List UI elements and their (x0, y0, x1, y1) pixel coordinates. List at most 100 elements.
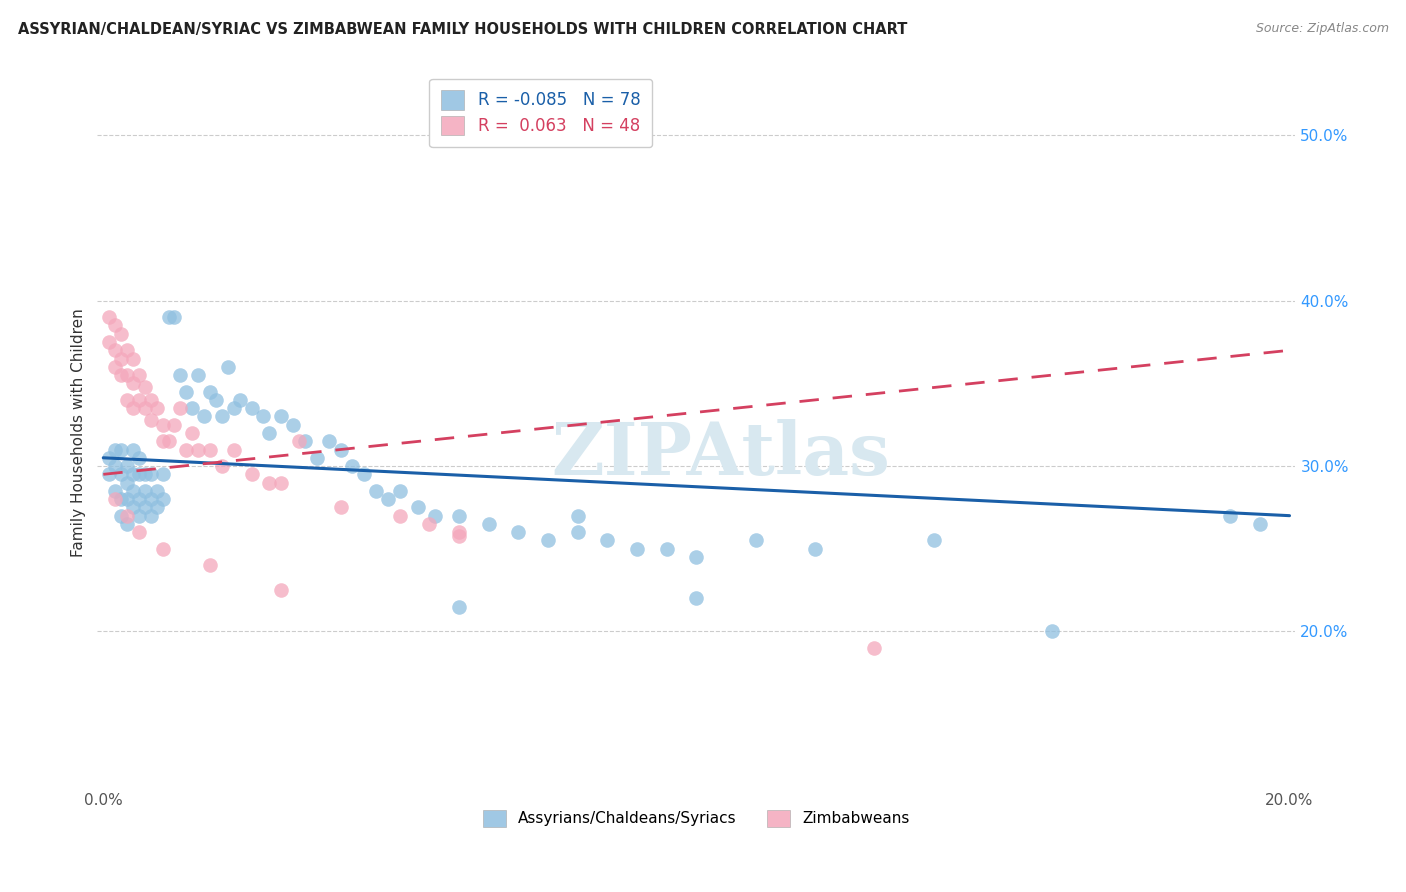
Point (163, 417, 186, 432)
Text: ASSYRIAN/CHALDEAN/SYRIAC VS ZIMBABWEAN FAMILY HOUSEHOLDS WITH CHILDREN CORRELATI: ASSYRIAN/CHALDEAN/SYRIAC VS ZIMBABWEAN F… (18, 22, 908, 37)
Point (655, 541, 678, 556)
Point (228, 392, 250, 407)
Point (508, 525, 530, 540)
Point (388, 483, 411, 498)
Point (128, 508, 150, 523)
Point (122, 500, 145, 515)
Point (305, 450, 328, 465)
Point (122, 376, 145, 391)
Point (139, 392, 162, 407)
Point (205, 392, 228, 407)
Point (110, 508, 132, 523)
Point (270, 583, 292, 598)
Point (122, 483, 145, 498)
Point (122, 467, 145, 482)
Point (115, 458, 138, 473)
Point (449, 599, 471, 614)
Point (252, 409, 274, 424)
Point (115, 475, 138, 490)
Point (294, 434, 316, 449)
Point (157, 434, 180, 449)
Point (128, 525, 150, 540)
Point (198, 384, 221, 399)
Point (449, 508, 471, 523)
Point (181, 401, 204, 416)
Point (157, 310, 180, 325)
Point (240, 467, 263, 482)
Point (110, 368, 132, 383)
Point (198, 442, 221, 457)
Text: ZIPAtlas: ZIPAtlas (551, 419, 890, 490)
Point (139, 492, 162, 507)
Point (288, 434, 311, 449)
Point (596, 533, 619, 548)
Point (169, 401, 191, 416)
Point (98, 334, 121, 349)
Point (163, 310, 186, 325)
Point (211, 409, 233, 424)
Point (104, 359, 127, 374)
Point (139, 413, 162, 427)
Point (1040, 624, 1063, 639)
Point (176, 384, 198, 399)
Point (128, 392, 150, 407)
Point (115, 343, 138, 358)
Point (478, 516, 501, 531)
Point (342, 458, 364, 473)
Point (98, 310, 121, 325)
Point (685, 549, 707, 564)
Point (115, 392, 138, 407)
Point (222, 442, 245, 457)
Point (567, 525, 589, 540)
Point (139, 508, 162, 523)
Point (128, 467, 150, 482)
Point (377, 492, 399, 507)
Point (366, 483, 388, 498)
Point (98, 467, 121, 482)
Point (152, 434, 174, 449)
Point (152, 467, 174, 482)
Point (134, 379, 156, 393)
Point (104, 318, 127, 333)
Legend: Assyrians/Chaldeans/Syriacs, Zimbabweans: Assyrians/Chaldeans/Syriacs, Zimbabweans (475, 802, 918, 834)
Point (98, 450, 121, 465)
Point (270, 475, 292, 490)
Point (240, 401, 263, 416)
Point (744, 533, 766, 548)
Point (804, 541, 827, 556)
Point (281, 417, 304, 432)
Point (145, 483, 167, 498)
Point (134, 467, 156, 482)
Point (449, 525, 471, 540)
Point (537, 533, 560, 548)
Point (198, 558, 221, 573)
Point (406, 500, 429, 515)
Point (115, 492, 138, 507)
Point (104, 483, 127, 498)
Point (329, 500, 352, 515)
Point (222, 401, 245, 416)
Point (104, 492, 127, 507)
Point (104, 458, 127, 473)
Point (145, 500, 167, 515)
Point (181, 425, 204, 440)
Point (128, 492, 150, 507)
Point (388, 508, 411, 523)
Point (193, 409, 215, 424)
Point (187, 368, 209, 383)
Point (1249, 516, 1271, 531)
Point (353, 467, 375, 482)
Point (104, 442, 127, 457)
Point (128, 368, 150, 383)
Point (169, 368, 191, 383)
Point (152, 541, 174, 556)
Point (217, 359, 239, 374)
Point (270, 409, 292, 424)
Point (115, 516, 138, 531)
Point (128, 450, 150, 465)
Point (1219, 508, 1241, 523)
Point (418, 516, 440, 531)
Point (626, 541, 648, 556)
Point (863, 640, 886, 655)
Point (329, 442, 352, 457)
